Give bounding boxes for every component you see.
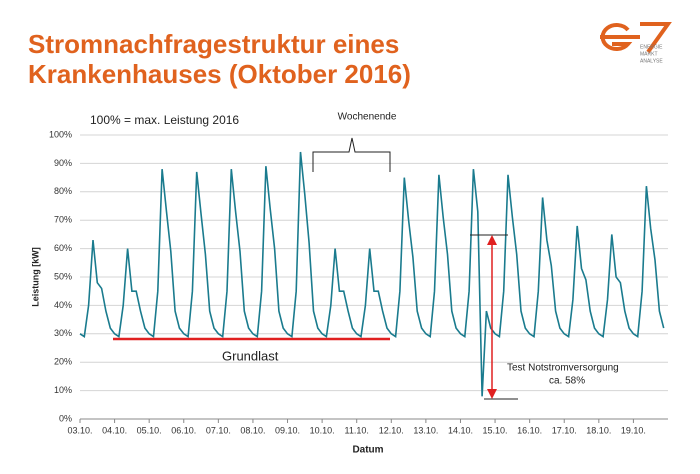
- y-tick-label: 40%: [54, 300, 72, 310]
- x-tick-label: 08.10.: [240, 425, 265, 435]
- x-tick-label: 03.10.: [67, 425, 92, 435]
- logo-text: MARKT: [640, 51, 658, 57]
- logo-text: ANALYSE: [640, 58, 663, 64]
- annotation: 100% = max. Leistung 2016: [90, 113, 239, 127]
- x-tick-label: 19.10.: [621, 425, 646, 435]
- x-tick-label: 07.10.: [206, 425, 231, 435]
- annotation: Wochenende: [338, 112, 397, 123]
- y-axis-label: Leistung [kW]: [30, 247, 40, 307]
- logo-text: ENERGIE: [640, 44, 663, 50]
- y-tick-label: 30%: [54, 328, 72, 338]
- logo: ENERGIE MARKT ANALYSE: [600, 22, 672, 64]
- y-tick-label: 50%: [54, 271, 72, 281]
- y-tick-label: 70%: [54, 215, 72, 225]
- title-line: Krankenhauses (Oktober 2016): [28, 59, 411, 89]
- weekend-bracket: [312, 137, 391, 172]
- y-tick-label: 90%: [54, 158, 72, 168]
- x-tick-label: 13.10.: [413, 425, 438, 435]
- y-tick-label: 10%: [54, 385, 72, 395]
- data-line: [79, 151, 665, 397]
- x-tick-label: 09.10.: [275, 425, 300, 435]
- x-tick-label: 10.10.: [310, 425, 335, 435]
- y-tick-label: 60%: [54, 243, 72, 253]
- annotation: Grundlast: [222, 348, 279, 363]
- x-tick-label: 15.10.: [483, 425, 508, 435]
- logo-mark: [600, 22, 672, 54]
- x-tick-label: 04.10.: [102, 425, 127, 435]
- x-tick-label: 12.10.: [379, 425, 404, 435]
- y-tick-label: 0%: [59, 413, 72, 423]
- x-tick-label: 11.10.: [345, 425, 369, 435]
- y-tick-label: 80%: [54, 186, 72, 196]
- title-line: Stromnachfragestruktur eines: [28, 29, 399, 59]
- x-tick-label: 06.10.: [171, 425, 196, 435]
- x-tick-label: 17.10.: [552, 425, 577, 435]
- x-tick-label: 16.10.: [517, 425, 542, 435]
- x-tick-label: 14.10.: [448, 425, 473, 435]
- x-tick-label: 18.10.: [586, 425, 611, 435]
- annotation: Test Notstromversorgung: [507, 363, 619, 374]
- annotation: ca. 58%: [549, 376, 585, 387]
- x-axis-label: Datum: [352, 445, 383, 456]
- y-tick-label: 20%: [54, 357, 72, 367]
- y-tick-label: 100%: [49, 129, 72, 139]
- x-tick-label: 05.10.: [137, 425, 162, 435]
- plot: 0% 10% 20% 30% 40% 50% 60% 70% 80% 90% 100% 03.10. 0…: [49, 129, 668, 435]
